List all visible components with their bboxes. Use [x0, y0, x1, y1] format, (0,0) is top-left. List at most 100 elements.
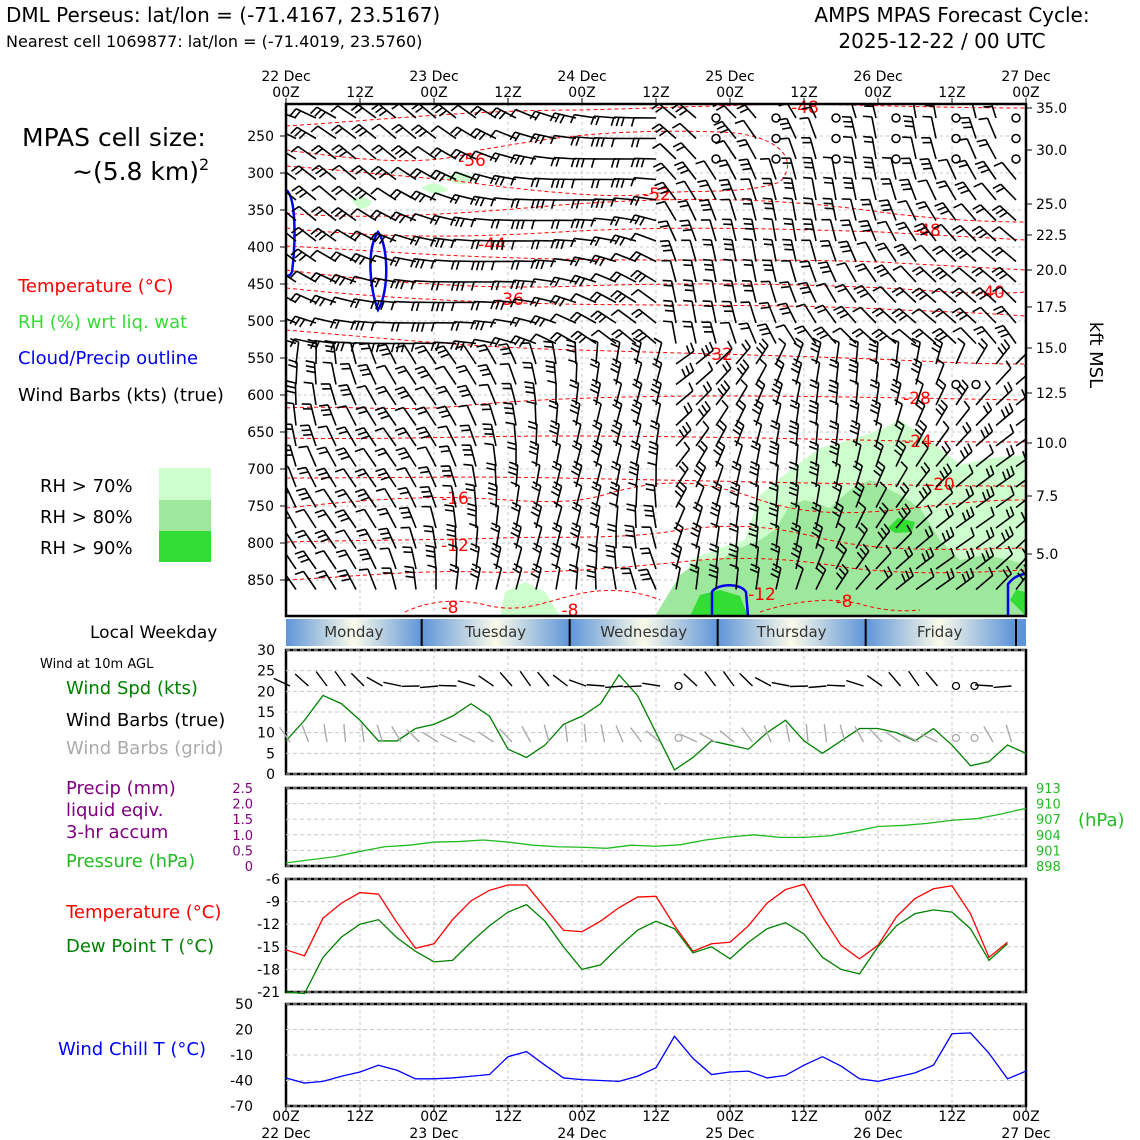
wind-barb-flag — [715, 460, 724, 467]
wind-barb-flag — [478, 132, 486, 141]
wind-barb — [355, 508, 377, 529]
wind-barb-shaft — [935, 492, 954, 509]
wind-barb-flag — [535, 260, 540, 270]
wind-barb-flag — [873, 264, 883, 270]
wind-barb — [771, 378, 783, 406]
wind-barb-flag — [315, 570, 325, 575]
wind-barb-flag — [812, 326, 822, 332]
wind-barb-flag — [672, 142, 682, 148]
wind-barb — [875, 523, 891, 549]
wind-barb-flag — [944, 441, 951, 451]
wind-barb-shaft — [790, 239, 797, 262]
wind-barb — [510, 198, 537, 209]
wind-barb — [394, 386, 417, 406]
wind-barb-flag — [817, 308, 827, 314]
wind-barb-flag — [717, 440, 726, 447]
wind-barb — [456, 384, 477, 406]
wind-barb-flag — [991, 204, 1001, 212]
wind-barb-flag — [437, 349, 447, 354]
wind-barb — [589, 501, 601, 529]
wind-barb-shaft — [795, 444, 799, 467]
hour-tick-label: 12Z — [346, 1109, 373, 1125]
wind-barb-shaft — [735, 547, 739, 570]
wind-barb-flag — [887, 566, 893, 575]
wind-barb-shaft — [295, 292, 317, 304]
wind-barb-shaft — [855, 550, 870, 570]
wind-barb-flag — [903, 96, 912, 97]
wind-barb — [409, 167, 437, 181]
pressure-tick-label: 500 — [247, 314, 274, 330]
temperature-contour-label: -20 — [927, 475, 955, 495]
wind-barb — [882, 156, 897, 180]
wind-barb-flag — [359, 342, 369, 346]
wind-barb-shaft — [975, 409, 993, 427]
wind-barb-flag — [430, 259, 435, 269]
wind-barb-shaft — [452, 506, 457, 529]
wind-barb-shaft — [670, 280, 677, 303]
wind-barb-shaft — [962, 181, 977, 201]
wind-barb-flag — [422, 495, 433, 498]
wind-barb — [589, 254, 617, 267]
wind-barb-flag — [598, 315, 607, 324]
wind-barb-flag — [821, 244, 831, 247]
wind-barb — [702, 238, 717, 262]
wind-barb — [322, 361, 337, 385]
wind-barb — [722, 218, 737, 242]
wind-barb — [701, 321, 717, 344]
wind-barb-flag — [793, 358, 802, 364]
wind-barb-flag — [394, 148, 403, 155]
wind-barb-shaft — [918, 328, 937, 345]
wind-barb-flag — [572, 419, 582, 426]
wind-barb-shaft — [959, 224, 977, 242]
wind-barb-flag — [590, 217, 595, 227]
wind-barb-shaft — [490, 424, 497, 447]
wind-barb-flag — [663, 299, 673, 303]
wind-barb-flag — [822, 270, 832, 274]
wind-barb-flag — [515, 220, 520, 230]
wind-barb — [995, 506, 1015, 529]
wind-barb-flag — [809, 384, 819, 389]
surface-grid-wind-barb — [805, 724, 809, 743]
wind-barb-flag — [653, 337, 663, 344]
wind-barb-shaft — [981, 326, 997, 345]
wind-barb — [915, 462, 931, 488]
wind-barb — [861, 177, 877, 201]
wind-barb-flag — [715, 139, 725, 145]
wind-barb-shaft — [1001, 305, 1017, 324]
wind-barb-flag — [481, 372, 491, 377]
wind-barb-flag — [803, 202, 814, 205]
wind-barb-flag — [374, 234, 381, 243]
wind-barb-flag — [901, 507, 908, 516]
surface-grid-wind-barb — [279, 726, 291, 743]
wind-barb-flag — [967, 443, 973, 452]
wind-barb-flag — [459, 424, 469, 427]
wind-barb-shaft — [935, 449, 951, 468]
wind-barb — [638, 568, 657, 590]
wind-barb-flag — [296, 466, 307, 471]
wind-barb — [655, 200, 677, 221]
wind-barb — [430, 341, 457, 352]
wind-barb — [589, 272, 617, 283]
legend-rh: RH (%) wrt liq. wat — [18, 312, 187, 333]
wind-barb-flag — [592, 481, 602, 487]
wind-barb-shaft — [594, 567, 597, 590]
wind-barb — [695, 440, 708, 467]
wind-barb-flag — [991, 246, 1000, 254]
wind-barb-flag — [788, 491, 798, 497]
wind-barb-flag — [525, 391, 535, 394]
wind-barb — [463, 463, 477, 488]
wind-barb — [629, 232, 657, 242]
wind-barb — [842, 177, 857, 201]
wind-barb-flag — [382, 536, 392, 540]
wind-barb-flag — [734, 424, 743, 431]
wind-barb-flag — [560, 240, 565, 250]
wind-barb — [410, 322, 437, 332]
wind-barb-shaft — [815, 465, 820, 488]
wind-barb — [609, 502, 619, 529]
wind-barb — [484, 442, 497, 467]
wind-barb — [675, 342, 695, 365]
wind-barb-flag — [681, 461, 689, 470]
surface-wind-barb — [568, 679, 587, 687]
wind-barb-shaft — [870, 178, 877, 201]
surface-grid-wind-barb — [1005, 724, 1013, 743]
